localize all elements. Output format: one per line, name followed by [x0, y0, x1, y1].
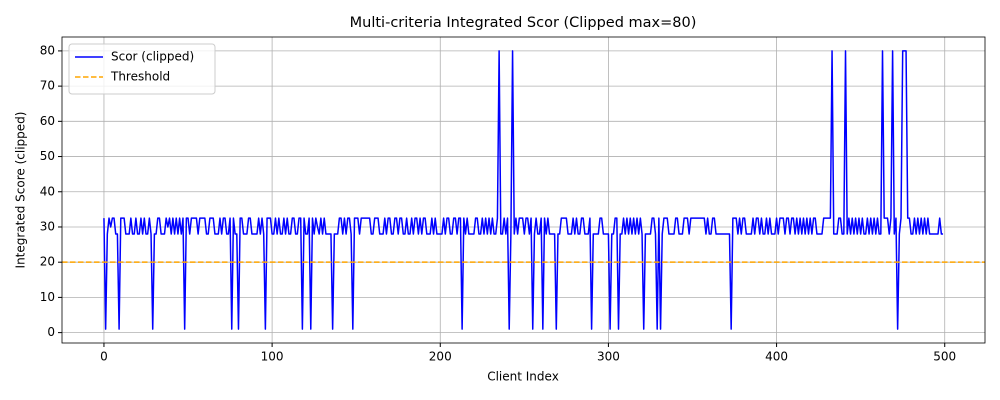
y-tick-label: 50	[40, 149, 55, 163]
x-tick-label: 200	[429, 350, 452, 364]
x-tick-label: 500	[933, 350, 956, 364]
legend-label: Threshold	[110, 70, 170, 84]
legend-label: Scor (clipped)	[111, 50, 194, 64]
legend: Scor (clipped) Threshold	[68, 43, 216, 95]
chart-title: Multi-criteria Integrated Scor (Clipped …	[350, 15, 697, 31]
x-tick-label: 100	[261, 350, 284, 364]
y-tick-label: 40	[40, 184, 55, 198]
y-tick-label: 60	[40, 114, 55, 128]
y-axis-label: Integrated Score (clipped)	[14, 112, 28, 269]
x-axis-label: Client Index	[487, 370, 559, 384]
x-tick-label: 400	[765, 350, 788, 364]
y-tick-label: 70	[40, 79, 55, 93]
legend-box	[68, 43, 216, 95]
x-tick-label: 0	[100, 350, 108, 364]
y-tick-label: 0	[47, 325, 55, 339]
y-tick-label: 80	[40, 43, 55, 57]
x-tick-label: 300	[597, 350, 620, 364]
data-line	[103, 50, 944, 330]
y-tick-label: 20	[40, 255, 55, 269]
y-tick-label: 30	[40, 219, 55, 233]
y-tick-label: 10	[40, 290, 55, 304]
plot-frame	[61, 36, 986, 344]
